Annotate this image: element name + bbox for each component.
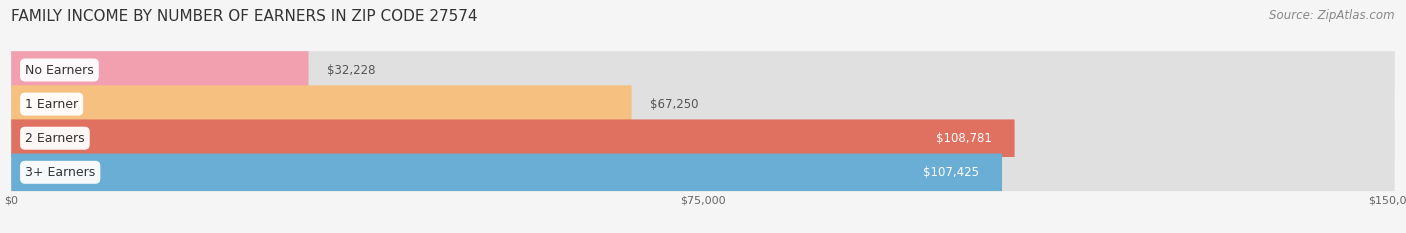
FancyBboxPatch shape	[11, 120, 1395, 157]
FancyBboxPatch shape	[11, 51, 1395, 89]
FancyBboxPatch shape	[11, 85, 1395, 123]
FancyBboxPatch shape	[11, 154, 1002, 191]
FancyBboxPatch shape	[11, 85, 631, 123]
Text: 3+ Earners: 3+ Earners	[25, 166, 96, 179]
Text: No Earners: No Earners	[25, 64, 94, 76]
Text: 2 Earners: 2 Earners	[25, 132, 84, 145]
Text: Source: ZipAtlas.com: Source: ZipAtlas.com	[1270, 9, 1395, 22]
Text: $67,250: $67,250	[650, 98, 699, 111]
Bar	[11, 155, 1395, 189]
Text: $32,228: $32,228	[328, 64, 375, 76]
FancyBboxPatch shape	[11, 154, 1395, 191]
Bar	[11, 87, 1395, 121]
FancyBboxPatch shape	[11, 120, 1015, 157]
Text: 1 Earner: 1 Earner	[25, 98, 79, 111]
Text: $107,425: $107,425	[922, 166, 979, 179]
Bar	[11, 53, 1395, 87]
Bar	[11, 121, 1395, 155]
Text: $108,781: $108,781	[935, 132, 991, 145]
FancyBboxPatch shape	[11, 51, 308, 89]
Text: FAMILY INCOME BY NUMBER OF EARNERS IN ZIP CODE 27574: FAMILY INCOME BY NUMBER OF EARNERS IN ZI…	[11, 9, 478, 24]
